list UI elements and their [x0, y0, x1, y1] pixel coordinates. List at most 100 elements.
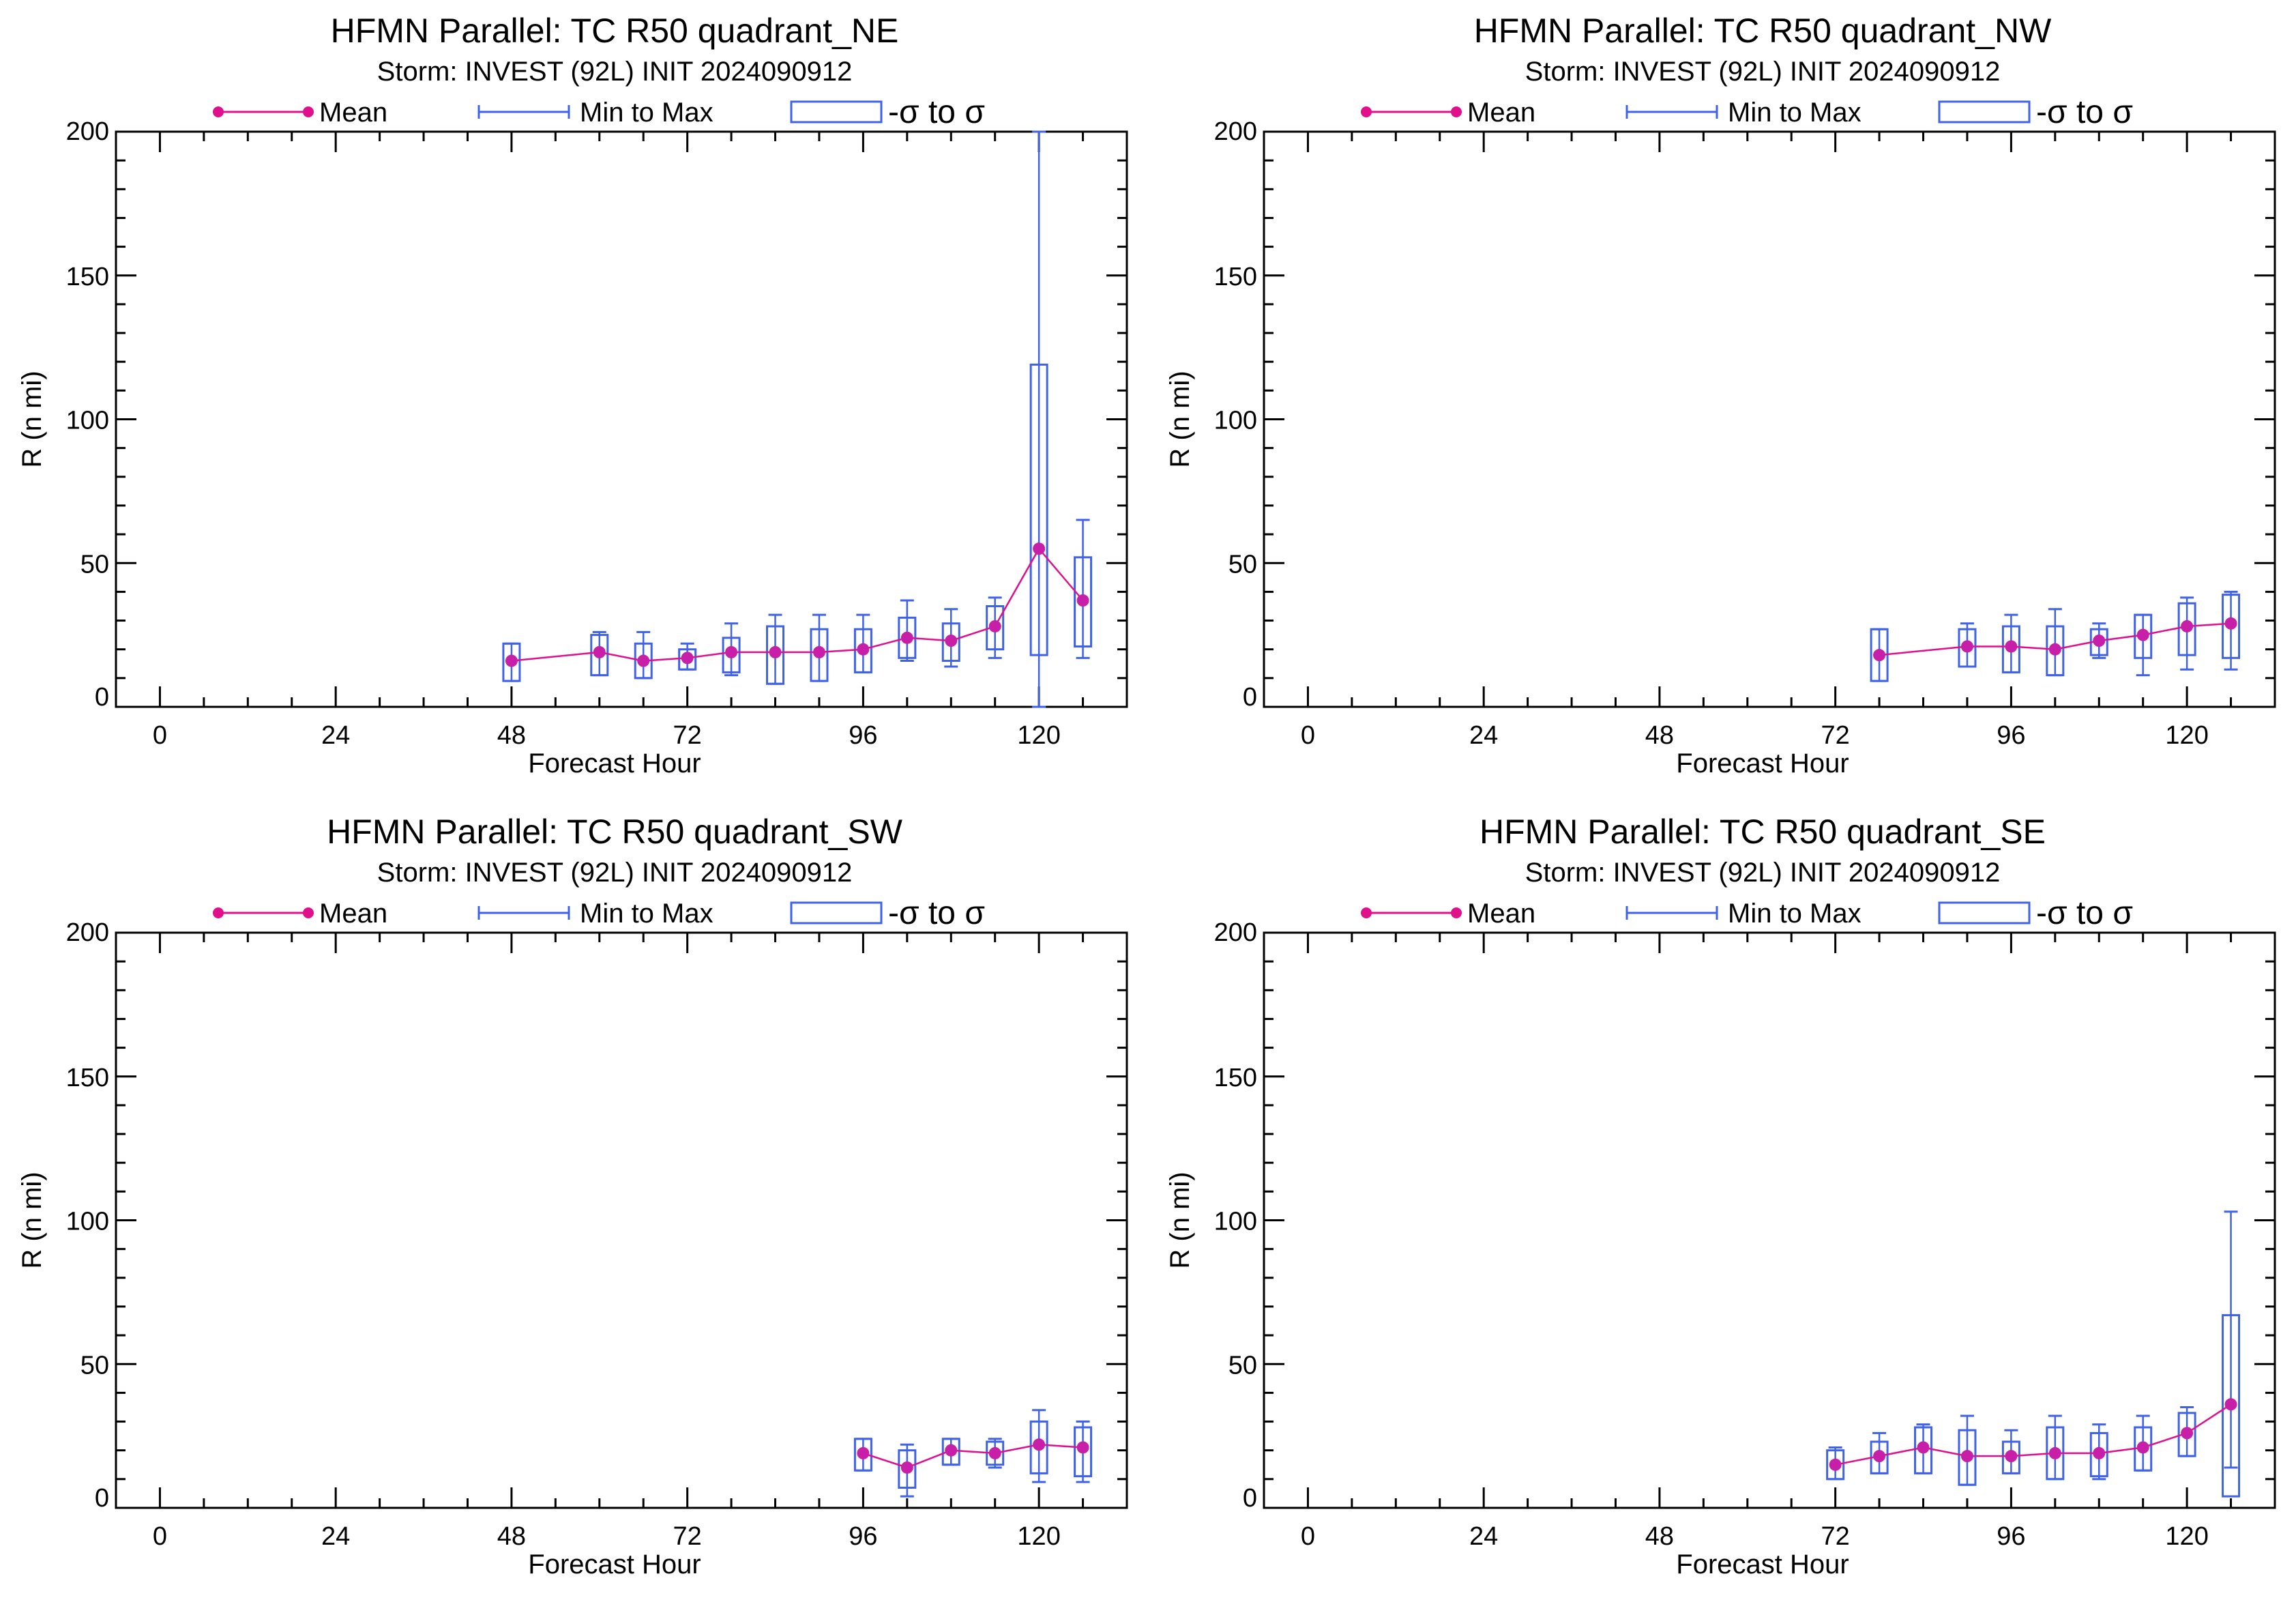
- legend-sigma-box: [790, 901, 883, 924]
- chart-svg: HFMN Parallel: TC R50 quadrant_SW Storm: …: [17, 813, 1128, 1579]
- mean-point: [725, 645, 738, 658]
- mean-point: [681, 652, 694, 665]
- mean-point: [2224, 617, 2237, 630]
- mean-point: [988, 1446, 1001, 1459]
- x-axis-label: Forecast Hour: [528, 1549, 701, 1579]
- mean-point: [1873, 649, 1886, 662]
- mean-point: [857, 643, 870, 656]
- x-axis: 0 24 48 72 96 120 Forecast Hour: [1263, 132, 2276, 778]
- mean-point: [2093, 635, 2106, 647]
- x-tick-label: 0: [1301, 721, 1315, 750]
- series-mean: [502, 130, 1093, 708]
- x-tick-label: 120: [1017, 721, 1060, 750]
- legend-mean-label: Mean: [319, 899, 387, 929]
- chart-title: HFMN Parallel: TC R50 quadrant_NE: [331, 12, 899, 50]
- x-tick-label: 120: [2165, 721, 2208, 750]
- legend-mean-label: Mean: [1467, 98, 1535, 128]
- mean-point: [2093, 1446, 2106, 1459]
- mean-point: [1917, 1441, 1930, 1454]
- x-tick-label: 120: [2165, 1522, 2208, 1551]
- y-tick-label: 0: [1243, 1484, 1257, 1513]
- chart-panel: HFMN Parallel: TC R50 quadrant_NW Storm: …: [1148, 0, 2296, 801]
- legend: Mean Min to Max -σ to σ: [213, 94, 985, 130]
- x-tick-label: 0: [153, 1522, 167, 1551]
- legend-mean-label: Mean: [319, 98, 387, 128]
- chart-subtitle: Storm: INVEST (92L) INIT 2024090912: [377, 858, 853, 888]
- mean-point: [1076, 1441, 1089, 1454]
- x-axis: 0 24 48 72 96 120 Forecast Hour: [1263, 933, 2276, 1579]
- legend-minmax-label: Min to Max: [580, 98, 713, 128]
- legend-mean-label: Mean: [1467, 899, 1535, 929]
- chart-panel: HFMN Parallel: TC R50 quadrant_SE Storm: …: [1148, 801, 2296, 1602]
- x-tick-label: 24: [1469, 721, 1498, 750]
- mean-point: [637, 654, 650, 667]
- legend-mean-marker: [213, 907, 224, 918]
- y-tick-label: 100: [66, 1208, 109, 1236]
- legend: Mean Min to Max -σ to σ: [213, 895, 985, 931]
- chart-title: HFMN Parallel: TC R50 quadrant_NW: [1474, 12, 2052, 50]
- x-tick-label: 48: [497, 721, 526, 750]
- y-axis-label: R (n mi): [17, 1171, 47, 1268]
- mean-point: [812, 645, 825, 658]
- legend-sigma-label: -σ to σ: [2036, 895, 2133, 931]
- y-tick-label: 100: [66, 407, 109, 435]
- series-mean: [1870, 590, 2241, 682]
- series-mean: [853, 1409, 1093, 1498]
- y-tick-label: 200: [1214, 918, 1257, 947]
- legend-sigma-label: -σ to σ: [888, 895, 985, 931]
- mean-point: [988, 620, 1001, 632]
- chart-subtitle: Storm: INVEST (92L) INIT 2024090912: [1525, 858, 2001, 888]
- mean-point: [1873, 1450, 1886, 1463]
- x-tick-label: 0: [1301, 1522, 1315, 1551]
- legend-sigma-box: [1938, 100, 2031, 123]
- legend-mean-marker: [1451, 106, 1462, 117]
- x-axis-label: Forecast Hour: [1676, 748, 1849, 778]
- legend-minmax-label: Min to Max: [580, 899, 713, 929]
- y-tick-label: 50: [80, 550, 109, 579]
- y-tick-label: 150: [66, 263, 109, 291]
- mean-point: [945, 1444, 958, 1457]
- x-tick-label: 24: [321, 721, 350, 750]
- y-tick-label: 0: [95, 683, 109, 712]
- mean-line: [863, 1444, 1083, 1469]
- chart-subtitle: Storm: INVEST (92L) INIT 2024090912: [1525, 57, 2001, 87]
- x-tick-label: 72: [673, 721, 702, 750]
- series-mean: [1826, 1210, 2241, 1498]
- x-tick-label: 48: [497, 1522, 526, 1551]
- y-tick-label: 50: [1228, 550, 1257, 579]
- y-axis: 0 50 100 150 200 R (n mi): [1165, 918, 2275, 1513]
- x-tick-label: 24: [1469, 1522, 1498, 1551]
- y-tick-label: 100: [1214, 407, 1257, 435]
- x-tick-label: 96: [1997, 1522, 2025, 1551]
- mean-point: [769, 645, 782, 658]
- legend-mean-marker: [1451, 907, 1462, 918]
- x-axis: 0 24 48 72 96 120 Forecast Hour: [115, 933, 1128, 1579]
- y-tick-label: 150: [1214, 1064, 1257, 1092]
- mean-point: [505, 654, 518, 667]
- plot-frame: [115, 931, 1128, 1509]
- mean-point: [857, 1446, 870, 1459]
- y-tick-label: 0: [1243, 683, 1257, 712]
- y-axis-label: R (n mi): [1165, 1171, 1195, 1268]
- x-tick-label: 0: [153, 721, 167, 750]
- plot-frame: [1263, 130, 2276, 708]
- x-tick-label: 72: [1821, 1522, 1850, 1551]
- mean-point: [2224, 1398, 2237, 1411]
- y-tick-label: 150: [66, 1064, 109, 1092]
- mean-point: [2181, 620, 2194, 632]
- y-tick-label: 200: [1214, 117, 1257, 146]
- x-tick-label: 96: [849, 721, 877, 750]
- legend: Mean Min to Max -σ to σ: [1361, 895, 2133, 931]
- legend-mean-marker: [303, 907, 314, 918]
- y-axis: 0 50 100 150 200 R (n mi): [17, 117, 1127, 712]
- legend-sigma-box: [790, 100, 883, 123]
- mean-point: [2005, 1450, 2018, 1463]
- x-axis-label: Forecast Hour: [528, 748, 701, 778]
- y-tick-label: 50: [1228, 1351, 1257, 1380]
- x-tick-label: 72: [673, 1522, 702, 1551]
- mean-point: [1076, 594, 1089, 607]
- x-tick-label: 48: [1645, 721, 1674, 750]
- y-axis: 0 50 100 150 200 R (n mi): [17, 918, 1127, 1513]
- x-tick-label: 120: [1017, 1522, 1060, 1551]
